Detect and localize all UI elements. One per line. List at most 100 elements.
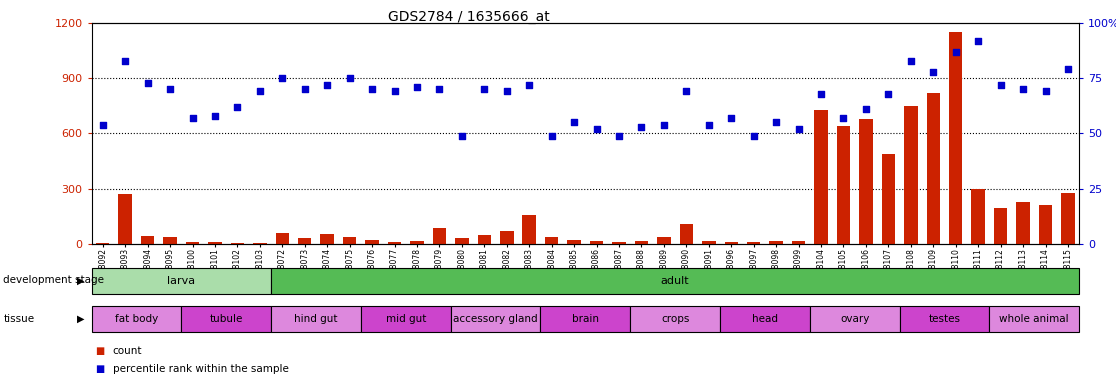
Point [116, 58, 134, 64]
Bar [478, 235, 491, 244]
Text: hind gut: hind gut [295, 314, 338, 324]
Bar [837, 126, 850, 244]
Text: accessory gland: accessory gland [453, 314, 538, 324]
Point [1037, 88, 1055, 94]
Point [655, 121, 673, 127]
Text: count: count [113, 346, 142, 356]
Bar [320, 234, 334, 244]
Bar [769, 241, 783, 244]
Point [206, 113, 224, 119]
Point [273, 75, 291, 81]
Bar [926, 93, 940, 244]
Text: GDS2784 / 1635666_at: GDS2784 / 1635666_at [388, 10, 549, 23]
Point [318, 82, 336, 88]
Bar [792, 241, 806, 244]
Text: fat body: fat body [115, 314, 158, 324]
Bar [271, 268, 1079, 294]
Point [744, 132, 762, 139]
Bar [365, 240, 378, 244]
Bar [433, 228, 446, 244]
Text: crops: crops [661, 314, 690, 324]
Bar [990, 306, 1079, 332]
Point [610, 132, 628, 139]
Text: tissue: tissue [3, 314, 35, 324]
Bar [181, 306, 271, 332]
Bar [540, 306, 631, 332]
Bar [92, 306, 181, 332]
Point [767, 119, 785, 126]
Point [251, 88, 269, 94]
Text: ■: ■ [95, 346, 104, 356]
Bar [455, 238, 469, 244]
Bar [545, 237, 558, 244]
Text: development stage: development stage [3, 275, 105, 285]
Bar [631, 306, 720, 332]
Bar [747, 242, 760, 244]
Point [946, 49, 964, 55]
Bar [92, 268, 271, 294]
Point [520, 82, 538, 88]
Bar [994, 208, 1008, 244]
Bar [657, 237, 671, 244]
Text: ovary: ovary [840, 314, 869, 324]
Point [386, 88, 404, 94]
Text: ■: ■ [95, 364, 104, 374]
Bar [635, 241, 648, 244]
Point [296, 86, 314, 92]
Point [453, 132, 471, 139]
Bar [1017, 202, 1030, 244]
Bar [141, 235, 154, 244]
Bar [96, 243, 109, 244]
Bar [1061, 193, 1075, 244]
Text: ▶: ▶ [77, 275, 85, 285]
Point [161, 86, 179, 92]
Bar [882, 154, 895, 244]
Bar [810, 306, 899, 332]
Bar [1039, 205, 1052, 244]
Point [992, 82, 1010, 88]
Point [184, 115, 202, 121]
Point [1014, 86, 1032, 92]
Point [229, 104, 247, 110]
Bar [343, 237, 356, 244]
Point [879, 91, 897, 97]
Bar [899, 306, 990, 332]
Bar [859, 119, 873, 244]
Bar [209, 242, 222, 244]
Bar [702, 241, 715, 244]
Text: percentile rank within the sample: percentile rank within the sample [113, 364, 289, 374]
Text: testes: testes [929, 314, 961, 324]
Bar [388, 242, 402, 244]
Bar [815, 109, 828, 244]
Bar [590, 241, 604, 244]
Point [94, 121, 112, 127]
Point [633, 124, 651, 130]
Bar [720, 306, 810, 332]
Point [408, 84, 426, 90]
Point [677, 88, 695, 94]
Point [363, 86, 381, 92]
Text: mid gut: mid gut [386, 314, 426, 324]
Point [588, 126, 606, 132]
Bar [904, 106, 917, 244]
Text: brain: brain [571, 314, 599, 324]
Point [835, 115, 853, 121]
Bar [724, 242, 738, 244]
Text: tubule: tubule [210, 314, 243, 324]
Text: ▶: ▶ [77, 314, 85, 324]
Point [902, 58, 920, 64]
Bar [522, 215, 536, 244]
Point [700, 121, 718, 127]
Bar [949, 32, 962, 244]
Bar [451, 306, 540, 332]
Bar [231, 243, 244, 244]
Point [431, 86, 449, 92]
Text: head: head [752, 314, 778, 324]
Bar [271, 306, 360, 332]
Point [969, 38, 987, 44]
Bar [185, 242, 200, 244]
Bar [360, 306, 451, 332]
Bar [500, 231, 513, 244]
Point [812, 91, 830, 97]
Bar [567, 240, 580, 244]
